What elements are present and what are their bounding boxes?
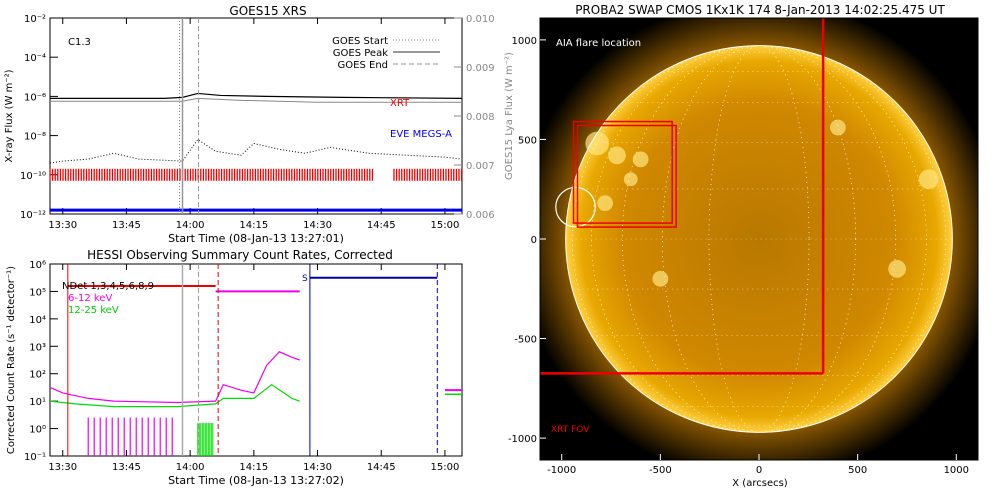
swap-xtick-label: -500 [649, 465, 672, 476]
hessi-plot-area [49, 263, 463, 457]
goes-eve-label: EVE MEGS-A [390, 129, 452, 140]
goes-data [49, 18, 463, 214]
swap-ytick-label: -500 [514, 335, 537, 346]
goes-ylabel: X-ray Flux (W m⁻²) [4, 69, 15, 162]
goes-ytick-right-label: 0.008 [466, 112, 495, 123]
goes-xtick-label: 14:15 [239, 220, 268, 231]
hessi-ytick-label: 10³ [29, 342, 46, 353]
swap-bright-region [608, 146, 626, 165]
goes-plot-area [49, 17, 463, 215]
swap-ytick-label: 0 [531, 235, 537, 246]
goes-ytick-label: 10⁻¹² [20, 210, 46, 221]
swap-limb [565, 45, 953, 433]
swap-ytick-label: -1000 [508, 434, 537, 445]
hessi-ytick-label: 10⁵ [29, 287, 46, 298]
goes-xtick-label: 14:00 [176, 220, 205, 231]
swap-grid-longitude [662, 45, 856, 433]
goes-legend-end: GOES End [338, 60, 388, 71]
swap-bright-region [918, 169, 939, 190]
swap-bright-region [597, 195, 613, 212]
goes-xrt-label: XRT [390, 98, 410, 109]
hessi-ytick-label: 10⁻¹ [24, 452, 46, 463]
goes-ylabel-right: GOES15 Lya Flux (W m⁻²) [504, 52, 515, 180]
swap-bright-region [830, 119, 846, 136]
swap-xlabel: X (arcsecs) [732, 478, 788, 489]
goes-ytick-right-label: 0.010 [466, 14, 495, 25]
goes-ytick-label: 10⁻⁴ [24, 53, 46, 64]
hessi-ytick-label: 10² [29, 370, 46, 381]
goes-title: GOES15 XRS [229, 4, 306, 18]
swap-bright-region [632, 151, 649, 168]
hessi-ytick-label: 10⁴ [29, 315, 46, 326]
swap-ytick-label: 500 [518, 135, 537, 146]
hessi-det-label: NDet 1,3,4,5,6,8,9 [62, 281, 154, 292]
goes-ytick-label: 10⁻⁶ [24, 92, 46, 103]
swap-title: PROBA2 SWAP CMOS 1Kx1K 174 8-Jan-2013 14… [575, 3, 945, 17]
goes-xtick-label: 13:30 [48, 220, 77, 231]
goes-panel: GOES15 XRS 13:30 13:45 14:00 14:15 14:30 14:4… [4, 4, 515, 245]
hessi-series-line-0 [49, 351, 300, 404]
goes-xtick-label: 15:00 [431, 220, 460, 231]
swap-overlay [540, 18, 825, 375]
hessi-xtick-label: 14:15 [239, 462, 268, 473]
swap-xtick-label: 0 [756, 465, 762, 476]
goes-legend-peak: GOES Peak [333, 48, 388, 59]
hessi-xtick-label: 14:30 [303, 462, 332, 473]
hessi-s-label: S [302, 274, 308, 284]
hessi-ylabel: Corrected Count Rate (s⁻¹ detector⁻¹) [6, 266, 17, 454]
hessi-legend-6-12: 6-12 keV [68, 293, 112, 304]
swap-aia-circle [555, 186, 596, 228]
hessi-legend-12-25: 12-25 keV [68, 305, 119, 316]
hessi-xtick-label: 14:00 [176, 462, 205, 473]
swap-xtick-label: 500 [848, 465, 867, 476]
swap-aia-label: AIA flare location [556, 38, 641, 49]
swap-xtick-label: 1000 [944, 465, 969, 476]
swap-image [540, 18, 978, 460]
hessi-title: HESSI Observing Summary Count Rates, Cor… [87, 248, 393, 262]
goes-ytick-label: 10⁻¹⁰ [20, 171, 46, 182]
goes-xrs-short-line [50, 97, 462, 103]
hessi-xtick-label: 15:00 [431, 462, 460, 473]
goes-xtick-label: 13:45 [112, 220, 141, 231]
hessi-xtick-label: 14:45 [367, 462, 396, 473]
swap-ytick-label: 1000 [512, 36, 537, 47]
swap-axes: -1000 -500 0 500 1000 1000 500 0 -500 -1000 [508, 36, 969, 476]
hessi-data [49, 264, 462, 456]
goes-lya-line [49, 138, 463, 164]
hessi-ytick-label: 10⁰ [29, 425, 46, 436]
goes-xtick-label: 14:30 [303, 220, 332, 231]
hessi-xtick-label: 13:30 [48, 462, 77, 473]
goes-ytick-right-label: 0.007 [466, 161, 495, 172]
goes-ytick-right-label: 0.006 [466, 210, 495, 221]
hessi-xlabel: Start Time (08-Jan-13 13:27:02) [168, 474, 344, 487]
goes-legend: GOES Start GOES Peak GOES End [332, 36, 440, 71]
swap-flare-box [576, 124, 677, 228]
goes-axes: 13:30 13:45 14:00 14:15 14:30 14:45 15:00 10⁻² 1… [20, 14, 495, 231]
swap-xtick-label: -1000 [547, 465, 576, 476]
swap-bright-region [623, 172, 638, 187]
swap-bright-region [888, 259, 906, 278]
swap-bright-region [652, 270, 669, 287]
hessi-axes: 13:30 13:45 14:00 14:15 14:30 14:45 15:00 10⁶ 10… [24, 260, 459, 473]
goes-ytick-label: 10⁻⁸ [24, 132, 46, 143]
goes-ytick-label: 10⁻² [24, 14, 46, 25]
hessi-ytick-label: 10¹ [29, 397, 46, 408]
swap-flare-box [572, 120, 673, 224]
goes-xrs-long-line [50, 92, 463, 99]
hessi-panel: HESSI Observing Summary Count Rates, Cor… [6, 248, 463, 487]
goes-xlabel: Start Time (08-Jan-13 13:27:01) [168, 232, 344, 245]
goes-legend-start: GOES Start [332, 36, 388, 47]
goes-class-label: C1.3 [68, 37, 91, 48]
swap-grid-longitude [708, 45, 810, 433]
goes-ytick-right-label: 0.009 [466, 63, 495, 74]
goes-xtick-label: 14:45 [367, 220, 396, 231]
swap-panel: PROBA2 SWAP CMOS 1Kx1K 174 8-Jan-2013 14… [508, 3, 979, 489]
swap-bright-region [585, 131, 610, 156]
swap-xrt-label: XRT FOV [551, 425, 590, 435]
hessi-xtick-label: 13:45 [112, 462, 141, 473]
hessi-series-line-1 [49, 383, 300, 408]
hessi-ytick-label: 10⁶ [29, 260, 46, 271]
